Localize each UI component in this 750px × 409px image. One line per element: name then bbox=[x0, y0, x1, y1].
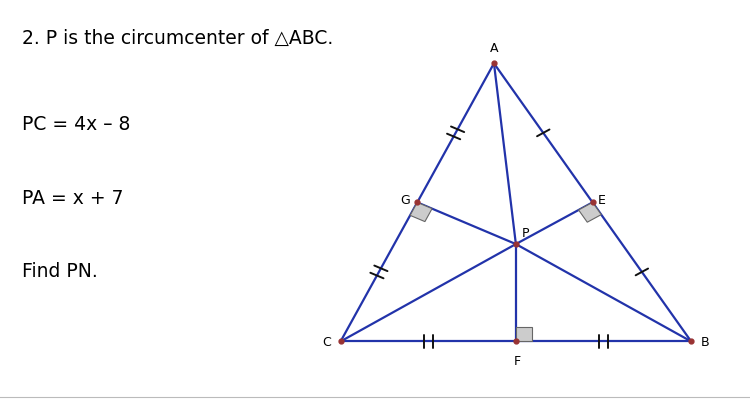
Text: B: B bbox=[700, 335, 709, 348]
Polygon shape bbox=[516, 327, 532, 342]
Text: PC = 4x – 8: PC = 4x – 8 bbox=[22, 115, 130, 133]
Polygon shape bbox=[410, 203, 432, 222]
Text: C: C bbox=[322, 335, 332, 348]
Text: 2. P is the circumcenter of △ABC.: 2. P is the circumcenter of △ABC. bbox=[22, 29, 334, 47]
Text: G: G bbox=[400, 193, 410, 206]
Text: Find PN.: Find PN. bbox=[22, 262, 98, 281]
Text: A: A bbox=[490, 42, 498, 55]
Text: PA = x + 7: PA = x + 7 bbox=[22, 188, 124, 207]
Polygon shape bbox=[578, 203, 602, 222]
Text: P: P bbox=[521, 227, 529, 240]
Text: F: F bbox=[514, 354, 521, 367]
Text: E: E bbox=[598, 193, 606, 206]
